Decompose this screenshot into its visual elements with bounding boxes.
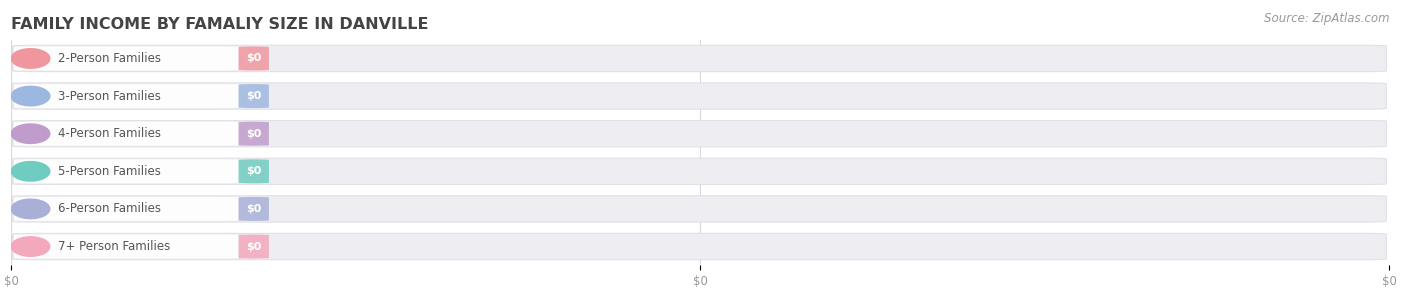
FancyBboxPatch shape	[14, 235, 239, 259]
FancyBboxPatch shape	[13, 120, 1386, 147]
FancyBboxPatch shape	[14, 159, 239, 183]
Text: $0: $0	[246, 91, 262, 101]
Text: 2-Person Families: 2-Person Families	[58, 52, 162, 65]
Text: 7+ Person Families: 7+ Person Families	[58, 240, 170, 253]
FancyBboxPatch shape	[239, 84, 269, 108]
Text: $0: $0	[246, 242, 262, 252]
Text: 3-Person Families: 3-Person Families	[58, 90, 160, 102]
Ellipse shape	[11, 162, 49, 181]
Text: Source: ZipAtlas.com: Source: ZipAtlas.com	[1264, 12, 1389, 25]
FancyBboxPatch shape	[13, 158, 1386, 185]
FancyBboxPatch shape	[239, 235, 269, 259]
FancyBboxPatch shape	[239, 122, 269, 146]
FancyBboxPatch shape	[13, 45, 1386, 72]
FancyBboxPatch shape	[13, 233, 1386, 260]
FancyBboxPatch shape	[239, 46, 269, 70]
Ellipse shape	[11, 86, 49, 106]
FancyBboxPatch shape	[14, 197, 239, 221]
Text: 5-Person Families: 5-Person Families	[58, 165, 160, 178]
Ellipse shape	[11, 49, 49, 68]
FancyBboxPatch shape	[14, 46, 239, 70]
Text: $0: $0	[246, 53, 262, 63]
Text: $0: $0	[246, 129, 262, 139]
FancyBboxPatch shape	[13, 196, 1386, 222]
FancyBboxPatch shape	[14, 122, 239, 146]
Text: $0: $0	[246, 204, 262, 214]
FancyBboxPatch shape	[239, 197, 269, 221]
Ellipse shape	[11, 124, 49, 143]
Ellipse shape	[11, 199, 49, 219]
Text: FAMILY INCOME BY FAMALIY SIZE IN DANVILLE: FAMILY INCOME BY FAMALIY SIZE IN DANVILL…	[11, 16, 429, 31]
Ellipse shape	[11, 237, 49, 256]
FancyBboxPatch shape	[14, 84, 239, 108]
FancyBboxPatch shape	[13, 83, 1386, 109]
Text: 4-Person Families: 4-Person Families	[58, 127, 162, 140]
Text: 6-Person Families: 6-Person Families	[58, 203, 162, 215]
FancyBboxPatch shape	[239, 159, 269, 183]
Text: $0: $0	[246, 166, 262, 176]
